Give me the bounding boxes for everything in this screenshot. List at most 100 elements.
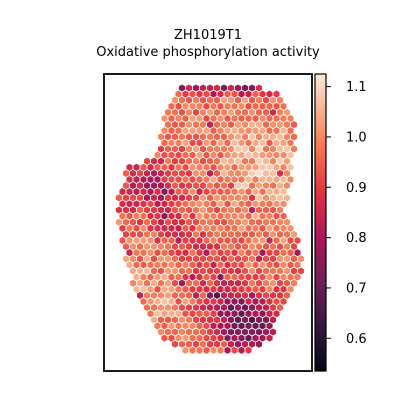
hex-spot <box>178 182 186 190</box>
hex-spot <box>182 334 189 342</box>
hex-spot <box>185 108 193 116</box>
hex-spot <box>140 236 147 245</box>
hex-spot <box>217 285 224 293</box>
hex-spot <box>231 224 238 232</box>
hex-spot <box>273 273 280 281</box>
hex-spot <box>199 96 207 104</box>
hex-spot <box>199 328 207 336</box>
hex-spot <box>161 334 168 342</box>
hex-spot <box>175 151 182 159</box>
hex-spot <box>206 84 214 92</box>
hex-spot <box>199 133 207 141</box>
hex-spot <box>182 236 189 245</box>
hex-spot <box>196 114 203 123</box>
hex-spot <box>245 236 252 245</box>
hex-spot <box>140 285 147 293</box>
hex-spot <box>262 182 270 190</box>
hex-spot <box>122 218 130 226</box>
hex-spot <box>133 236 140 245</box>
hex-spot <box>280 224 287 232</box>
hex-spot <box>217 114 224 123</box>
hex-spot <box>266 175 273 184</box>
hex-spot <box>206 96 214 104</box>
hex-spot <box>224 224 231 232</box>
hex-spot <box>248 182 256 190</box>
hex-spot <box>224 236 231 245</box>
hex-spot <box>241 328 249 336</box>
hex-spot <box>252 236 259 245</box>
hex-spot <box>287 139 294 147</box>
hex-spot <box>154 151 161 159</box>
hex-spot <box>245 151 252 159</box>
hex-spot <box>213 255 221 263</box>
hex-spot <box>238 114 245 123</box>
hex-spot <box>199 157 207 165</box>
hex-spot <box>189 285 196 293</box>
hex-spot <box>168 261 175 269</box>
hex-spot <box>185 267 193 275</box>
hex-spot <box>182 285 189 293</box>
hex-spot <box>206 182 214 190</box>
hex-spot <box>248 316 256 324</box>
hex-spot <box>199 230 207 238</box>
hex-spot <box>175 285 182 293</box>
hex-spot <box>227 182 235 190</box>
hex-spot <box>161 297 168 306</box>
hex-spot <box>290 255 298 263</box>
hex-spot <box>217 297 224 306</box>
hex-spot <box>276 279 284 287</box>
hex-spot <box>224 102 231 110</box>
hex-spot <box>234 279 242 287</box>
hex-spot <box>164 206 172 214</box>
hex-spot <box>283 133 291 141</box>
hex-spot <box>129 169 137 177</box>
hex-spot <box>290 145 298 153</box>
hex-spot <box>276 121 284 129</box>
hex-spot <box>227 291 235 299</box>
hex-spot <box>217 102 224 110</box>
hex-spot <box>168 139 175 147</box>
hex-spot <box>206 121 214 129</box>
hex-spot <box>259 261 266 269</box>
hex-spot <box>157 304 165 312</box>
hex-spot <box>161 322 168 330</box>
hex-spot <box>203 188 210 196</box>
hex-spot <box>220 304 228 312</box>
hex-spot <box>213 340 221 348</box>
hex-spot <box>189 322 196 330</box>
hex-spot <box>283 121 291 129</box>
hex-spot <box>294 261 301 269</box>
hex-spot <box>238 188 245 196</box>
hex-spot <box>217 151 224 159</box>
hex-spot <box>252 261 259 269</box>
hex-spot <box>178 194 186 202</box>
hex-spot <box>245 334 252 342</box>
hex-spot <box>248 230 256 238</box>
hex-spot <box>234 316 242 324</box>
hex-spot <box>259 102 266 110</box>
hex-spot <box>287 285 294 293</box>
hex-spot <box>150 255 158 263</box>
hex-spot <box>217 346 224 354</box>
hex-spot <box>217 273 224 281</box>
hex-spot <box>143 243 151 251</box>
hex-spot <box>189 151 196 159</box>
hex-spot <box>227 157 235 165</box>
hex-spot <box>206 243 214 251</box>
hex-spot <box>136 206 144 214</box>
hex-spot <box>252 224 259 232</box>
hex-spot <box>287 151 294 159</box>
hex-spot <box>262 267 270 275</box>
hex-spot <box>231 334 238 342</box>
hex-spot <box>238 212 245 220</box>
hex-spot <box>178 316 186 324</box>
hex-spot <box>234 230 242 238</box>
hex-spot <box>248 304 256 312</box>
hex-spot <box>248 291 256 299</box>
hex-spot <box>185 291 193 299</box>
hex-spot <box>147 224 154 232</box>
hex-spot <box>115 218 123 226</box>
hex-spot <box>255 316 263 324</box>
hex-spot <box>129 255 137 263</box>
hex-spot <box>269 145 277 153</box>
